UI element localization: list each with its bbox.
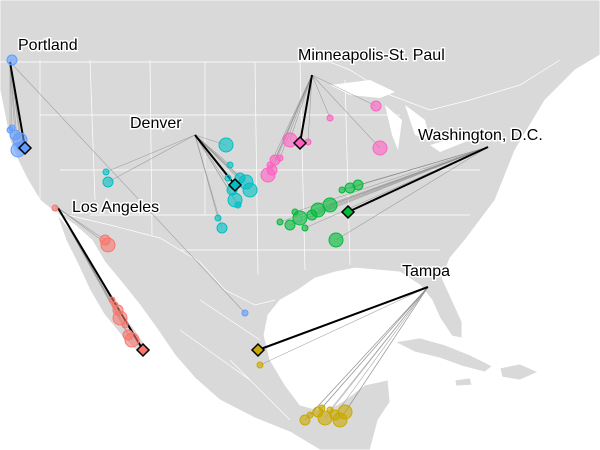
- point: [100, 237, 116, 253]
- point: [224, 174, 232, 182]
- hub-diamond: [227, 177, 243, 193]
- hub-diamond: [135, 342, 151, 358]
- hispaniola: [499, 363, 539, 381]
- point: [218, 137, 234, 153]
- point: [301, 224, 309, 232]
- point: [352, 179, 364, 191]
- route-line: [105, 134, 196, 173]
- point: [318, 404, 326, 412]
- point: [372, 140, 388, 156]
- point: [102, 168, 110, 176]
- point: [51, 204, 59, 212]
- point: [124, 332, 140, 348]
- city-label: Denver: [130, 115, 182, 132]
- cuba: [393, 337, 493, 373]
- great-lakes: [330, 80, 470, 152]
- city-label: Los Angeles: [72, 199, 159, 216]
- route-line: [311, 74, 377, 107]
- point: [108, 296, 116, 304]
- hub-diamond: [340, 204, 356, 220]
- point: [328, 232, 344, 248]
- route-main: [257, 286, 429, 351]
- point: [291, 208, 299, 216]
- point: [241, 309, 249, 317]
- point: [112, 310, 128, 326]
- point: [310, 202, 326, 218]
- route-main: [57, 207, 144, 351]
- route-line: [311, 74, 381, 149]
- jamaica: [454, 377, 473, 387]
- hub-diamond: [250, 342, 266, 358]
- point: [216, 222, 228, 234]
- point: [276, 154, 284, 162]
- city-label: Portland: [18, 37, 78, 54]
- point: [276, 218, 284, 226]
- point: [8, 124, 16, 132]
- point: [121, 321, 129, 329]
- route-line: [194, 134, 223, 229]
- point: [256, 361, 264, 369]
- point: [6, 54, 18, 66]
- point: [338, 186, 346, 194]
- point: [242, 182, 258, 198]
- route-line: [271, 74, 313, 171]
- route-line: [317, 146, 489, 211]
- route-line: [357, 146, 489, 186]
- route-line: [269, 74, 313, 166]
- point: [234, 201, 242, 209]
- route-line: [9, 61, 13, 129]
- route-line: [329, 286, 429, 411]
- route-main: [299, 74, 313, 144]
- point: [111, 301, 119, 309]
- route-line: [307, 74, 313, 143]
- route-line: [57, 207, 106, 241]
- city-label: Minneapolis-St. Paul: [298, 47, 445, 64]
- point: [214, 214, 222, 222]
- point: [266, 164, 278, 176]
- point: [337, 404, 353, 420]
- route-line: [321, 286, 429, 409]
- point: [299, 414, 311, 426]
- route-line: [335, 146, 489, 241]
- point: [226, 161, 234, 169]
- route-line: [289, 74, 313, 141]
- route-line: [311, 146, 489, 216]
- route-main: [347, 146, 489, 213]
- route-line: [304, 286, 429, 421]
- point: [284, 219, 296, 231]
- route-line: [311, 74, 331, 119]
- route-line: [259, 286, 429, 366]
- hub-diamond: [292, 135, 308, 151]
- city-label: Tampa: [402, 263, 450, 280]
- hub-diamond: [17, 140, 33, 156]
- route-line: [9, 61, 246, 314]
- point: [370, 100, 382, 112]
- route-line: [194, 134, 231, 166]
- point: [326, 114, 334, 122]
- route-line: [107, 134, 196, 183]
- route-line: [344, 286, 429, 413]
- points: [6, 54, 388, 428]
- point: [102, 176, 114, 188]
- route-line: [334, 286, 429, 416]
- city-label: Washington, D.C.: [418, 127, 543, 144]
